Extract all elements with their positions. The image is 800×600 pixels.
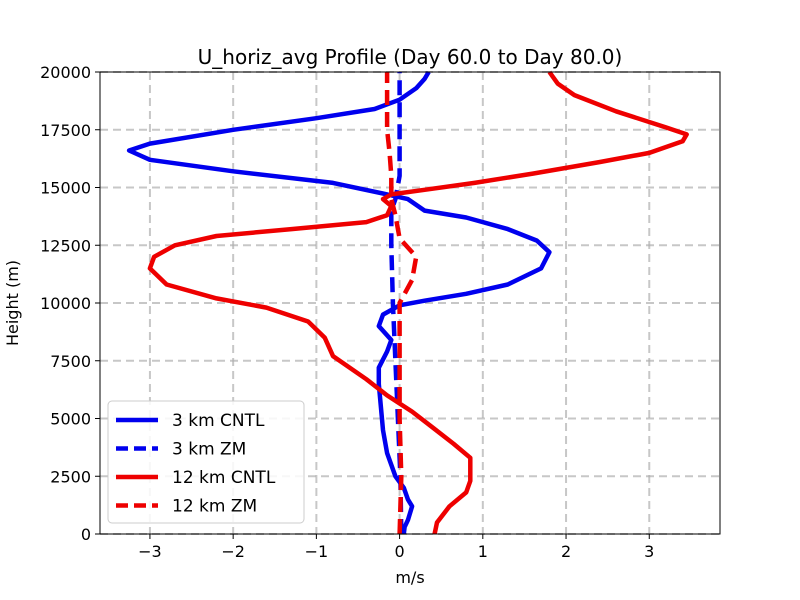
legend-label-2: 12 km CNTL <box>172 468 276 488</box>
series-line-2 <box>147 70 689 535</box>
series-line-0 <box>126 70 552 535</box>
legend-label-3: 12 km ZM <box>172 497 257 517</box>
ticks: −3 −2 −1 0 1 2 3 0 2500 5000 7500 10000 12500 15000 17… <box>40 63 654 561</box>
chart-title: U_horiz_avg Profile (Day 60.0 to Day 80.… <box>198 45 623 69</box>
series-line-3 <box>384 72 419 535</box>
x-tick-label: −1 <box>305 542 329 561</box>
x-tick-label: 3 <box>644 542 654 561</box>
y-tick-label: 5000 <box>50 410 91 429</box>
x-tick-label: −2 <box>221 542 245 561</box>
legend-label-0: 3 km CNTL <box>172 411 265 431</box>
series-line-1 <box>389 72 404 535</box>
series-layer <box>126 70 689 535</box>
legend: 3 km CNTL 3 km ZM 12 km CNTL 12 km ZM <box>107 400 305 524</box>
y-tick-label: 2500 <box>50 467 91 486</box>
y-tick-label: 12500 <box>40 236 91 255</box>
legend-box <box>107 400 305 524</box>
x-tick-label: 0 <box>395 542 405 561</box>
x-tick-label: 1 <box>478 542 488 561</box>
y-axis-label: Height (m) <box>3 260 22 346</box>
y-tick-label: 15000 <box>40 179 91 198</box>
x-tick-label: −3 <box>138 542 162 561</box>
y-tick-label: 7500 <box>50 352 91 371</box>
x-tick-label: 2 <box>561 542 571 561</box>
y-tick-label: 0 <box>81 525 91 544</box>
legend-label-1: 3 km ZM <box>172 440 246 460</box>
y-tick-label: 10000 <box>40 294 91 313</box>
y-tick-label: 17500 <box>40 121 91 140</box>
x-axis-label: m/s <box>395 568 424 587</box>
y-tick-label: 20000 <box>40 63 91 82</box>
